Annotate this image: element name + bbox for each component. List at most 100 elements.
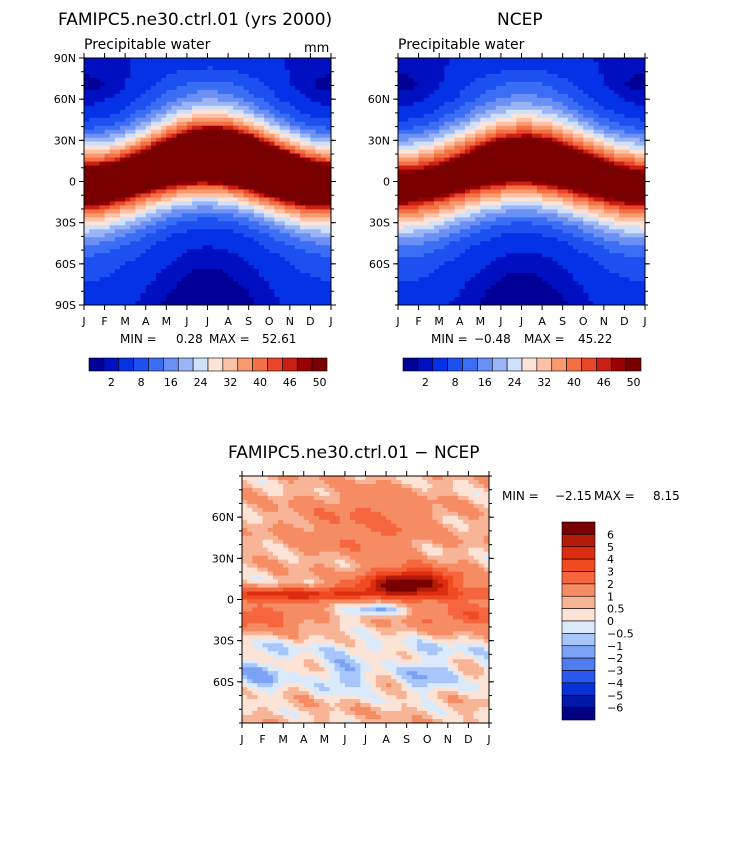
contour-cell	[187, 205, 193, 209]
contour-cell	[624, 166, 630, 170]
contour-cell	[161, 229, 167, 233]
contour-cell	[491, 66, 497, 70]
contour-cell	[223, 225, 229, 229]
contour-cell	[470, 182, 476, 186]
contour-cell	[94, 269, 100, 273]
contour-cell	[161, 66, 167, 70]
contour-cell	[475, 94, 481, 98]
contour-cell	[480, 178, 486, 182]
contour-cell	[594, 185, 600, 189]
contour-cell	[295, 154, 301, 158]
contour-cell	[120, 285, 126, 289]
contour-cell	[259, 285, 265, 289]
contour-cell	[563, 146, 569, 150]
contour-cell	[182, 178, 188, 182]
contour-cell	[496, 78, 502, 82]
contour-cell	[604, 94, 610, 98]
contour-cell	[197, 209, 203, 213]
contour-cell	[594, 82, 600, 86]
contour-cell	[218, 178, 224, 182]
contour-cell	[223, 233, 229, 237]
contour-cell	[491, 138, 497, 142]
contour-cell	[522, 86, 528, 90]
contour-cell	[460, 126, 466, 130]
contour-cell	[573, 78, 579, 82]
contour-cell	[285, 142, 291, 146]
contour-cell	[552, 193, 558, 197]
contour-cell	[233, 150, 239, 154]
contour-cell	[305, 237, 311, 241]
contour-cell	[558, 118, 564, 122]
contour-cell	[491, 209, 497, 213]
contour-cell	[300, 118, 306, 122]
contour-cell	[177, 178, 183, 182]
contour-cell	[290, 74, 296, 78]
contour-cell	[300, 154, 306, 158]
contour-cell	[568, 102, 574, 106]
contour-cell	[192, 265, 198, 269]
contour-cell	[522, 138, 528, 142]
contour-cell	[558, 146, 564, 150]
contour-cell	[449, 94, 455, 98]
contour-cell	[94, 166, 100, 170]
contour-cell	[285, 221, 291, 225]
contour-cell	[594, 162, 600, 166]
contour-cell	[578, 154, 584, 158]
contour-cell	[310, 102, 316, 106]
contour-cell	[496, 130, 502, 134]
contour-cell	[321, 78, 327, 82]
contour-cell	[135, 170, 141, 174]
contour-cell	[424, 205, 430, 209]
contour-cell	[408, 150, 414, 154]
contour-cell	[588, 102, 594, 106]
contour-cell	[542, 166, 548, 170]
contour-cell	[238, 261, 244, 265]
contour-cell	[280, 154, 286, 158]
contour-cell	[475, 130, 481, 134]
contour-cell	[213, 277, 219, 281]
contour-cell	[259, 118, 265, 122]
contour-cell	[120, 66, 126, 70]
contour-cell	[156, 70, 162, 74]
contour-cell	[460, 193, 466, 197]
contour-cell	[619, 182, 625, 186]
contour-cell	[542, 193, 548, 197]
ncep-subtitle: Precipitable water	[398, 37, 525, 53]
contour-cell	[542, 122, 548, 126]
contour-cell	[547, 201, 553, 205]
contour-cell	[300, 158, 306, 162]
contour-cell	[316, 126, 322, 130]
contour-cell	[403, 166, 409, 170]
contour-cell	[156, 201, 162, 205]
contour-cell	[300, 130, 306, 134]
contour-cell	[274, 257, 280, 261]
contour-cell	[274, 82, 280, 86]
contour-cell	[583, 201, 589, 205]
contour-cell	[99, 86, 105, 90]
contour-cell	[105, 102, 111, 106]
contour-cell	[321, 201, 327, 205]
contour-cell	[218, 150, 224, 154]
contour-cell	[316, 90, 322, 94]
contour-cell	[264, 205, 270, 209]
contour-cell	[197, 118, 203, 122]
contour-cell	[269, 189, 275, 193]
contour-cell	[244, 265, 250, 269]
contour-cell	[558, 74, 564, 78]
contour-cell	[166, 225, 172, 229]
colorbar-swatch	[163, 358, 178, 371]
contour-cell	[583, 66, 589, 70]
contour-cell	[274, 237, 280, 241]
contour-cell	[305, 261, 311, 265]
contour-cell	[254, 94, 260, 98]
contour-cell	[115, 62, 121, 66]
contour-cell	[630, 182, 636, 186]
contour-cell	[197, 273, 203, 277]
contour-cell	[316, 201, 322, 205]
contour-cell	[305, 74, 311, 78]
contour-cell	[238, 114, 244, 118]
contour-cell	[187, 82, 193, 86]
contour-cell	[208, 150, 214, 154]
contour-cell	[105, 193, 111, 197]
contour-cell	[624, 74, 630, 78]
